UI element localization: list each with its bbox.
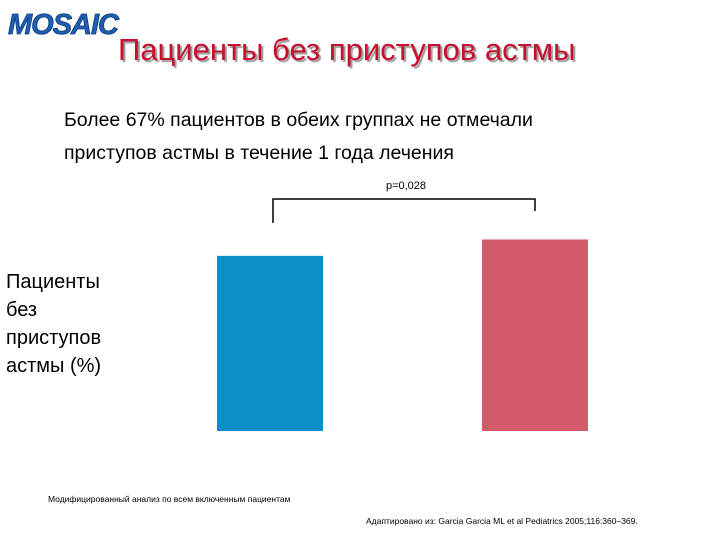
p-value-label: p=0,028: [385, 180, 427, 192]
subtitle: Более 67% пациентов в обеих группах не о…: [64, 104, 704, 170]
y-axis-label-line: Пациенты: [6, 271, 100, 293]
svg-text:MOSAIC: MOSAIC: [8, 9, 120, 40]
subtitle-line-1: Более 67% пациентов в обеих группах не о…: [64, 109, 533, 131]
y-axis-label-line: без: [6, 299, 38, 321]
y-axis-label: Пациенты без приступов астмы (%): [6, 268, 146, 380]
mosaic-logo: MOSAIC: [8, 9, 122, 40]
page-title: Пациенты без приступов астмы: [118, 32, 576, 67]
subtitle-line-2: приступов астмы в течение 1 года лечения: [64, 142, 454, 164]
y-axis-label-line: астмы (%): [6, 355, 102, 377]
footnote-analysis: Модифицированный анализ по всем включенн…: [48, 494, 291, 504]
footnote-source: Адаптировано из: Garcia Garcia ML et al …: [366, 516, 638, 526]
bar-2: [482, 239, 588, 431]
bar-1: [217, 255, 323, 431]
y-axis-label-line: приступов: [6, 327, 102, 349]
significance-bracket: [272, 198, 536, 223]
